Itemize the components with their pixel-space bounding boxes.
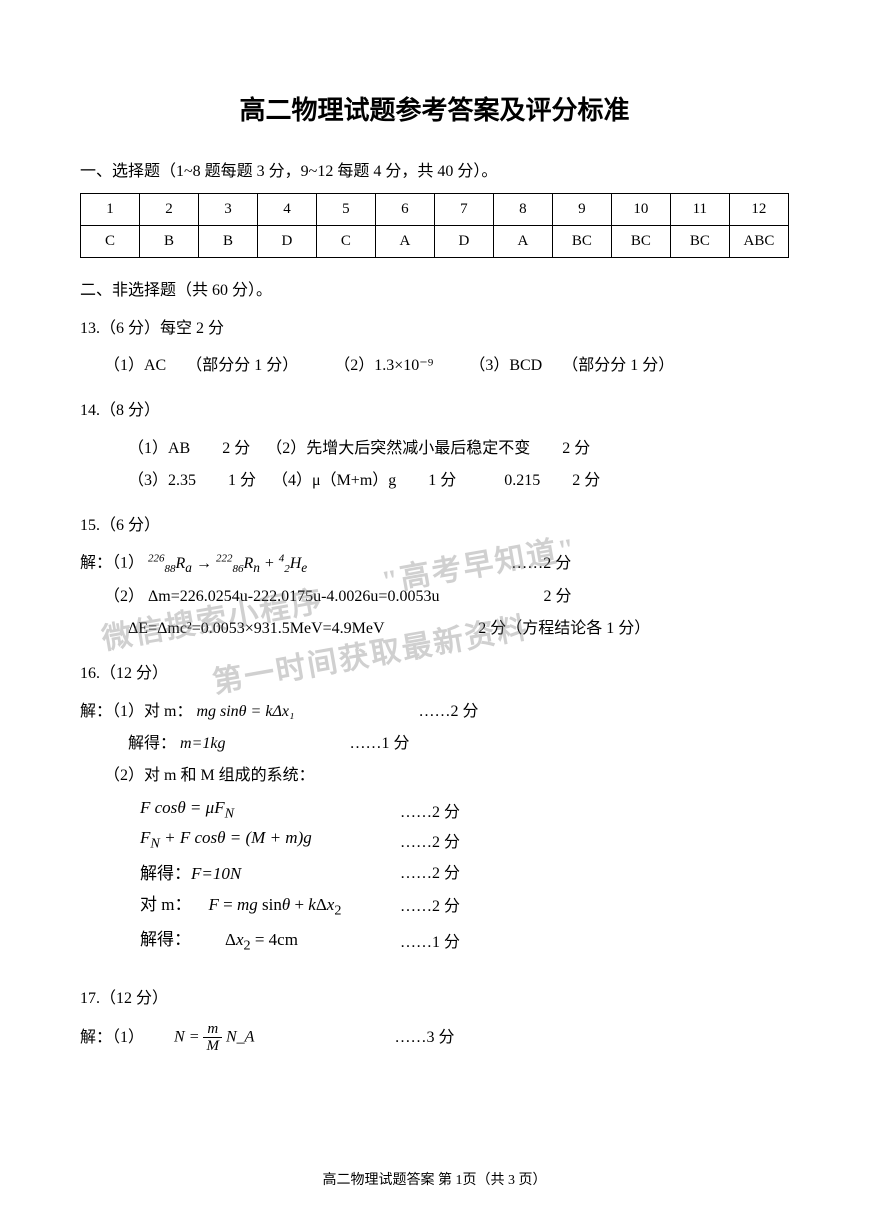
table-cell: 2 [139, 194, 198, 226]
q16-line3: （2）对 m 和 M 组成的系统： [80, 760, 789, 792]
q16-eq1: F cosθ = μFN ……2 分 [80, 798, 789, 822]
q13-header: 13.（6 分）每空 2 分 [80, 314, 789, 344]
table-cell: 8 [493, 194, 552, 226]
table-row: C B B D C A D A BC BC BC ABC [81, 226, 789, 258]
q13-part3: （3）BCD [469, 357, 542, 374]
table-cell: 7 [434, 194, 493, 226]
section1-heading: 一、选择题（1~8 题每题 3 分，9~12 每题 4 分，共 40 分）。 [80, 157, 789, 181]
q15-line2-prefix: （2） [104, 588, 144, 605]
q13-part1-note: （部分分 1 分） [186, 357, 298, 374]
q16-solve1-formula: 解得：F=10N [140, 859, 400, 884]
q16-line4-formula: 对 m： F = mg sinθ + kΔx2 [140, 890, 400, 919]
q15-line1: 解：（1） 22688Ra → 22286Rn + 42He ……2 分 [80, 547, 789, 581]
table-cell: BC [611, 226, 670, 258]
q16-line4-prefix: 对 m： [140, 895, 191, 914]
q16-solve1-score: ……2 分 [400, 859, 460, 883]
q16-line5-formula: 解得： Δx2 = 4cm [140, 925, 400, 954]
page-title: 高二物理试题参考答案及评分标准 [80, 90, 789, 127]
page-footer: 高二物理试题答案 第 1页（共 3 页） [0, 1169, 869, 1189]
q17-eq: N = mM N_A [174, 1021, 254, 1055]
q16-solve1: 解得：F=10N ……2 分 [80, 859, 789, 884]
q17-frac-num: m [203, 1021, 222, 1039]
q15-line2: （2） Δm=226.0254u-222.0175u-4.0026u=0.005… [80, 581, 789, 613]
q14-header: 14.（8 分） [80, 396, 789, 426]
table-cell: D [257, 226, 316, 258]
table-cell: B [198, 226, 257, 258]
q14-line2: （3）2.35 1 分 （4）μ（M+m）g 1 分 0.215 2 分 [80, 465, 789, 497]
q17-line1: 解：（1） N = mM N_A ……3 分 [80, 1021, 789, 1055]
q15-line1-eq: 22688Ra → 22286Rn + 42He [148, 555, 311, 572]
table-cell: D [434, 226, 493, 258]
q15-line1-score: ……2 分 [511, 555, 571, 572]
q17-header: 17.（12 分） [80, 984, 789, 1014]
table-cell: 6 [375, 194, 434, 226]
table-cell: C [316, 226, 375, 258]
q16-line1-score: ……2 分 [419, 703, 479, 720]
q15-header: 15.（6 分） [80, 511, 789, 541]
table-cell: 11 [670, 194, 729, 226]
q16-line5-label: 解得： [140, 930, 191, 949]
q16-line2: 解得： m=1kg ……1 分 [80, 728, 789, 760]
q16-line1-prefix: 解：（1）对 m： [80, 703, 192, 720]
q15-line2-eq: Δm=226.0254u-222.0175u-4.0026u=0.0053u [148, 588, 439, 605]
q15-line1-prefix: 解：（1） [80, 555, 144, 572]
q16-line2-eq: m=1kg [180, 735, 225, 752]
q16-line2-label: 解得： [128, 735, 176, 752]
q16-line1: 解：（1）对 m： mg sinθ = kΔx₁ ……2 分 [80, 696, 789, 728]
q16-line5-score: ……1 分 [400, 928, 460, 952]
table-row: 1 2 3 4 5 6 7 8 9 10 11 12 [81, 194, 789, 226]
q16-header: 16.（12 分） [80, 659, 789, 689]
q17-frac-den: M [203, 1038, 222, 1055]
q16-eq2-formula: FN + F cosθ = (M + m)g [140, 828, 400, 852]
q16-eq2-score: ……2 分 [400, 828, 460, 852]
q16-line4-score: ……2 分 [400, 892, 460, 916]
q13-line1: （1）AC （部分分 1 分） （2）1.3×10⁻⁹ （3）BCD （部分分 … [80, 350, 789, 382]
table-cell: 3 [198, 194, 257, 226]
table-cell: 12 [729, 194, 788, 226]
q14-line1: （1）AB 2 分 （2）先增大后突然减小最后稳定不变 2 分 [80, 433, 789, 465]
table-cell: C [81, 226, 140, 258]
table-cell: BC [552, 226, 611, 258]
answer-table: 1 2 3 4 5 6 7 8 9 10 11 12 C B B D C A D… [80, 193, 789, 258]
section2-heading: 二、非选择题（共 60 分）。 [80, 276, 789, 300]
q17-line1-prefix: 解：（1） [80, 1022, 144, 1054]
q15-line3-eq: ΔE=Δmc²=0.0053×931.5MeV=4.9MeV [128, 620, 384, 637]
q16-eq2: FN + F cosθ = (M + m)g ……2 分 [80, 828, 789, 852]
table-cell: 9 [552, 194, 611, 226]
q16-eq1-score: ……2 分 [400, 798, 460, 822]
q15-line2-score: 2 分 [543, 588, 571, 605]
table-cell: 10 [611, 194, 670, 226]
q16-line4: 对 m： F = mg sinθ + kΔx2 ……2 分 [80, 890, 789, 919]
q16-line1-eq: mg sinθ = kΔx₁ [196, 703, 294, 720]
q17-eq-suffix: N_A [222, 1028, 254, 1045]
table-cell: 1 [81, 194, 140, 226]
q13-part2: （2）1.3×10⁻⁹ [334, 357, 433, 374]
q17-line1-score: ……3 分 [394, 1022, 454, 1054]
q16-eq1-formula: F cosθ = μFN [140, 798, 400, 822]
q17-frac: mM [203, 1021, 222, 1055]
q16-line2-score: ……1 分 [349, 735, 409, 752]
q17-eq-prefix: N = [174, 1028, 203, 1045]
table-cell: BC [670, 226, 729, 258]
q16-line5: 解得： Δx2 = 4cm ……1 分 [80, 925, 789, 954]
q13-part3-note: （部分分 1 分） [562, 357, 674, 374]
table-cell: 4 [257, 194, 316, 226]
q16-solve1-label: 解得： [140, 864, 191, 883]
q13-part1: （1）AC [104, 357, 166, 374]
q16-solve1-eq: F=10N [191, 864, 241, 883]
table-cell: 5 [316, 194, 375, 226]
table-cell: B [139, 226, 198, 258]
table-cell: A [493, 226, 552, 258]
table-cell: A [375, 226, 434, 258]
table-cell: ABC [729, 226, 788, 258]
q15-line3-score: 2 分（方程结论各 1 分） [478, 620, 650, 637]
q15-line3: ΔE=Δmc²=0.0053×931.5MeV=4.9MeV 2 分（方程结论各… [80, 613, 789, 645]
